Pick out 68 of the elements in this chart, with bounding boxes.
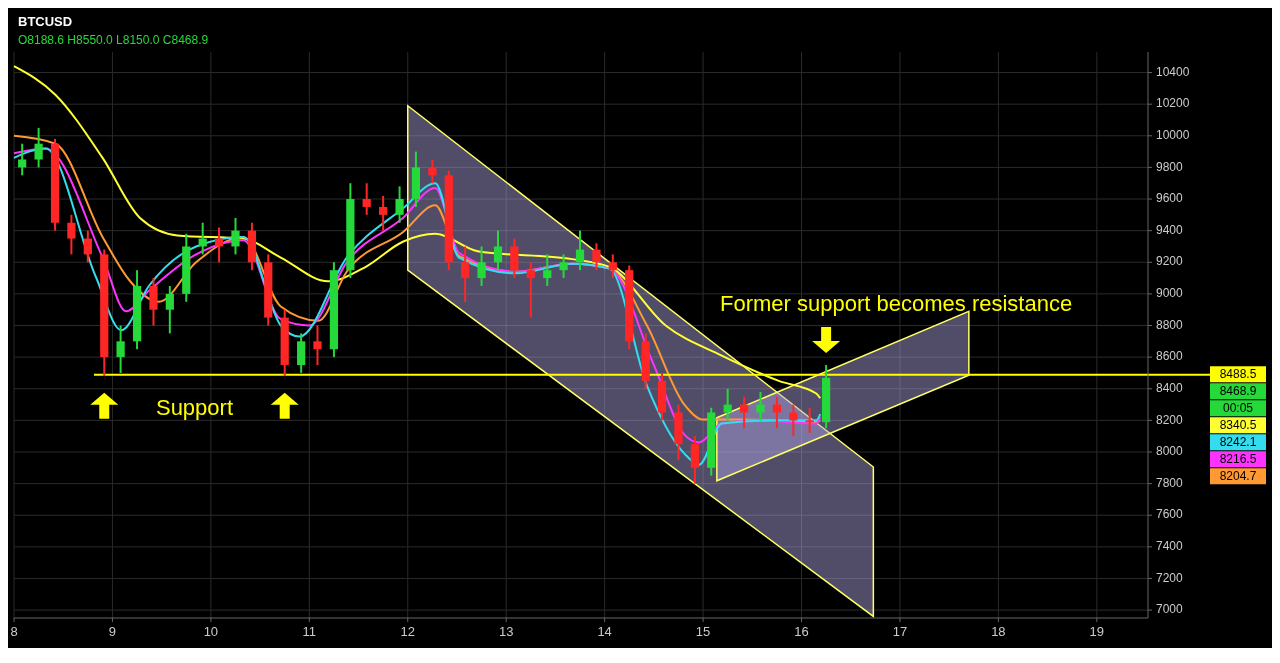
candlestick xyxy=(165,284,174,335)
annotation: Support xyxy=(155,394,234,420)
text: 00:05 xyxy=(1222,400,1254,415)
y-tick-label: 7600 xyxy=(1156,507,1184,522)
x-tick-label: 18 xyxy=(991,624,1006,639)
text: 8204.7 xyxy=(1219,468,1257,483)
y-tick-label: 10000 xyxy=(1156,127,1190,142)
y-tick-label: 8600 xyxy=(1156,349,1184,364)
x-tick-label: 16 xyxy=(794,624,809,639)
candlestick xyxy=(297,332,306,374)
candlestick xyxy=(34,126,43,169)
y-tick-label: 7000 xyxy=(1156,602,1184,617)
candlestick xyxy=(559,253,568,280)
x-tick-label: 8 xyxy=(10,624,18,639)
y-tick-label: 8400 xyxy=(1156,380,1184,395)
x-tick-label: 17 xyxy=(892,624,908,639)
x-tick-label: 15 xyxy=(695,624,711,639)
x-tick-label: 19 xyxy=(1089,624,1105,639)
candlestick xyxy=(149,277,158,327)
x-tick-label: 14 xyxy=(597,624,612,639)
candlestick xyxy=(461,245,470,303)
y-tick-label: 9000 xyxy=(1156,286,1184,301)
candlestick xyxy=(67,213,76,256)
candlestick xyxy=(231,217,240,256)
candlestick xyxy=(690,435,699,485)
y-tick-label: 8800 xyxy=(1156,317,1184,332)
y-tick-label: 7800 xyxy=(1156,475,1184,490)
candlestick xyxy=(493,229,503,272)
y-tick-label: 9800 xyxy=(1156,159,1184,174)
y-tick-label: 7400 xyxy=(1156,539,1184,554)
x-tick-label: 10 xyxy=(203,624,219,639)
y-tick-label: 7200 xyxy=(1156,570,1184,585)
candlestick xyxy=(575,229,585,272)
y-tick-label: 9400 xyxy=(1156,222,1184,237)
y-tick-label: 8200 xyxy=(1156,412,1184,427)
candlestick xyxy=(313,324,322,367)
candlestick xyxy=(543,253,552,287)
candlestick xyxy=(805,406,814,435)
candlestick xyxy=(395,185,404,224)
chart-subtitle: O8188.6 H8550.0 L8150.0 C8468.9 xyxy=(18,33,209,47)
candlestick xyxy=(608,253,617,280)
text: 8340.5 xyxy=(1219,417,1257,432)
y-tick-label: 10400 xyxy=(1156,64,1190,79)
candlestick xyxy=(510,237,519,280)
y-tick-label: 9200 xyxy=(1156,254,1184,269)
candlestick xyxy=(362,182,371,216)
candlestick xyxy=(116,324,125,374)
chart-title: BTCUSD xyxy=(18,14,73,29)
text: 8468.9 xyxy=(1219,383,1257,398)
x-tick-label: 12 xyxy=(400,624,415,639)
candlestick xyxy=(379,194,388,232)
y-tick-label: 10200 xyxy=(1156,96,1190,111)
candlestick xyxy=(756,390,765,422)
candlestick xyxy=(428,158,437,185)
y-tick-label: 9600 xyxy=(1156,191,1184,206)
candlestick xyxy=(477,245,486,287)
candlestick xyxy=(592,242,601,272)
candlestick xyxy=(83,229,92,264)
x-tick-label: 9 xyxy=(108,624,117,639)
x-tick-label: 11 xyxy=(302,624,317,639)
annotation: Former support becomes resistance xyxy=(720,290,1073,316)
text: 8242.1 xyxy=(1219,434,1257,449)
ref-line-label: 8488.5 xyxy=(1219,366,1257,381)
candlestick xyxy=(789,403,798,438)
candlestick xyxy=(526,261,535,319)
y-tick-label: 8000 xyxy=(1156,444,1184,459)
text: 8216.5 xyxy=(1219,451,1257,466)
x-tick-label: 13 xyxy=(498,624,514,639)
